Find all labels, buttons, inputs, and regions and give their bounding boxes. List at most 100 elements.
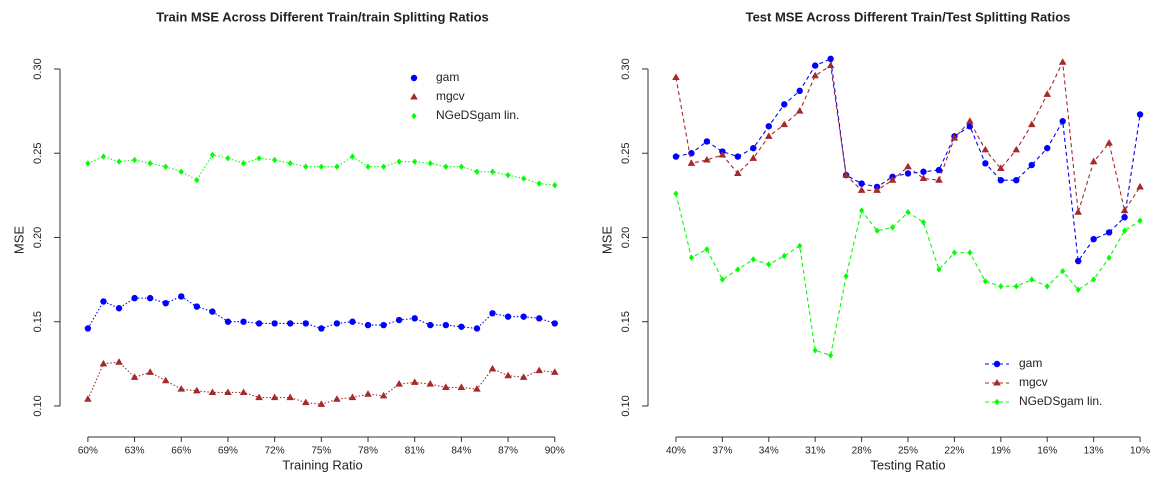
marker — [536, 315, 543, 322]
marker — [873, 186, 881, 193]
marker — [858, 180, 865, 187]
marker — [1075, 286, 1081, 293]
marker — [1136, 111, 1144, 118]
y-tick-label: 0.25 — [32, 143, 44, 164]
marker — [116, 158, 122, 165]
marker — [240, 318, 247, 325]
x-tick-label: 34% — [759, 446, 779, 457]
marker — [504, 371, 512, 379]
marker — [1074, 257, 1082, 265]
marker — [100, 153, 107, 160]
marker — [364, 390, 372, 397]
marker — [473, 325, 481, 332]
marker — [703, 155, 711, 163]
marker — [1091, 276, 1097, 283]
marker — [256, 155, 262, 162]
marker — [458, 163, 464, 170]
y-tick-label: 0.20 — [32, 227, 44, 248]
marker — [1122, 227, 1128, 234]
x-tick-label: 22% — [944, 446, 964, 457]
marker — [504, 313, 512, 320]
marker — [365, 163, 371, 170]
marker — [208, 388, 217, 396]
marker — [734, 153, 742, 160]
x-tick-label: 69% — [218, 446, 238, 457]
marker — [303, 163, 309, 170]
marker — [920, 219, 927, 226]
y-tick-label: 0.25 — [620, 143, 632, 164]
marker — [194, 176, 200, 184]
marker — [318, 163, 324, 170]
marker — [240, 160, 247, 167]
marker — [427, 321, 434, 329]
legend-label: gam — [436, 70, 459, 84]
legend-marker — [993, 379, 1001, 386]
marker — [301, 398, 310, 406]
x-tick-label: 78% — [358, 446, 378, 457]
marker — [781, 252, 787, 260]
marker — [935, 166, 943, 174]
marker — [797, 242, 803, 250]
marker — [255, 320, 263, 327]
marker — [270, 393, 279, 401]
marker — [84, 325, 92, 332]
x-tick-label: 16% — [1037, 446, 1057, 457]
marker — [1074, 208, 1082, 215]
marker — [99, 359, 108, 367]
legend-label: mgcv — [436, 89, 465, 103]
marker — [379, 391, 388, 399]
chart-title: Test MSE Across Different Train/Test Spl… — [746, 9, 1071, 24]
marker — [271, 320, 278, 327]
marker — [474, 168, 480, 175]
marker — [380, 321, 387, 329]
marker — [796, 87, 803, 95]
marker — [781, 101, 788, 108]
x-tick-label: 31% — [805, 446, 825, 457]
marker — [395, 316, 403, 324]
marker — [272, 156, 278, 164]
marker — [521, 175, 527, 182]
marker — [146, 368, 154, 375]
marker — [780, 120, 789, 128]
marker — [982, 160, 989, 167]
marker — [687, 159, 696, 166]
legend-label: NGeDSgam lin. — [1019, 394, 1102, 408]
marker — [765, 123, 772, 130]
marker — [442, 321, 450, 329]
marker — [857, 186, 866, 193]
marker — [889, 224, 896, 231]
marker — [364, 321, 372, 329]
marker — [981, 145, 990, 153]
y-tick-label: 0.30 — [32, 58, 44, 79]
x-tick-label: 90% — [545, 446, 565, 457]
legend-marker — [410, 93, 418, 100]
marker — [163, 163, 169, 170]
legend-label: mgcv — [1019, 375, 1048, 389]
marker — [749, 154, 758, 161]
marker — [826, 61, 835, 69]
legend-marker — [410, 74, 418, 82]
marker — [1044, 283, 1050, 290]
marker — [672, 73, 680, 80]
marker — [688, 254, 694, 261]
marker — [396, 158, 402, 165]
legend-marker — [994, 398, 1000, 406]
marker — [1029, 276, 1035, 283]
x-tick-label: 84% — [451, 446, 471, 457]
marker — [395, 380, 403, 387]
marker — [209, 151, 215, 159]
marker — [225, 155, 231, 162]
y-axis-label: MSE — [599, 226, 614, 255]
marker — [287, 320, 294, 327]
marker — [519, 373, 528, 380]
marker — [85, 160, 91, 167]
marker — [673, 190, 679, 197]
marker — [1058, 58, 1067, 65]
y-tick-label: 0.15 — [32, 311, 44, 332]
marker — [827, 55, 834, 63]
marker — [1060, 267, 1066, 275]
chart-title: Train MSE Across Different Train/train S… — [156, 9, 489, 24]
series-line — [675, 58, 1141, 263]
marker — [505, 171, 511, 179]
